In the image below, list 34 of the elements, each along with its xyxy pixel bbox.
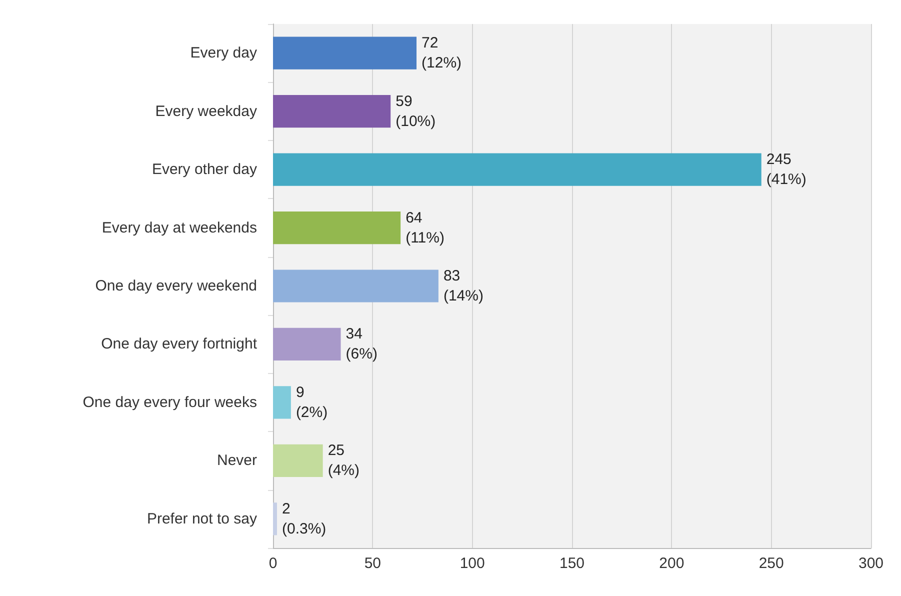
data-label: 64 (11%) <box>406 209 444 246</box>
data-label: 245 (41%) <box>766 151 806 188</box>
x-tick-label: 300 <box>858 555 884 572</box>
y-tick-label: One day every four weeks <box>82 394 257 411</box>
y-tick-label: Every day <box>190 44 258 62</box>
x-tick-label: 100 <box>460 555 485 572</box>
x-tick-label: 150 <box>559 555 585 572</box>
bar <box>273 95 391 128</box>
y-tick-label: Never <box>216 452 257 470</box>
bar <box>273 153 762 186</box>
y-tick-label: Prefer not to say <box>146 510 258 528</box>
bar <box>273 211 401 244</box>
data-label: 83 (14%) <box>443 268 484 304</box>
y-tick-label: One day every fortnight <box>101 336 258 353</box>
y-tick-label: Every day at weekends <box>102 219 257 236</box>
bar <box>273 502 277 536</box>
data-label: 59 (10%) <box>396 92 436 130</box>
data-label: 25 (4%) <box>328 442 360 480</box>
x-tick-label: 250 <box>758 555 784 572</box>
x-tick-label: 0 <box>268 555 278 572</box>
bar <box>273 36 417 70</box>
x-tick-label: 200 <box>659 555 684 572</box>
data-label: 34 (6%) <box>346 326 378 363</box>
bar <box>273 328 341 361</box>
x-tick-label: 50 <box>364 555 382 572</box>
bar <box>273 444 323 477</box>
bar <box>273 270 438 302</box>
data-label: 9 (2%) <box>296 384 328 421</box>
bar <box>273 386 291 419</box>
data-label: 72 (12%) <box>422 34 462 72</box>
y-tick-label: Every weekday <box>155 102 258 120</box>
y-tick-label: Every other day <box>152 161 258 178</box>
y-tick-label: One day every weekend <box>95 278 257 294</box>
data-label: 2 (0.3%) <box>282 500 326 538</box>
